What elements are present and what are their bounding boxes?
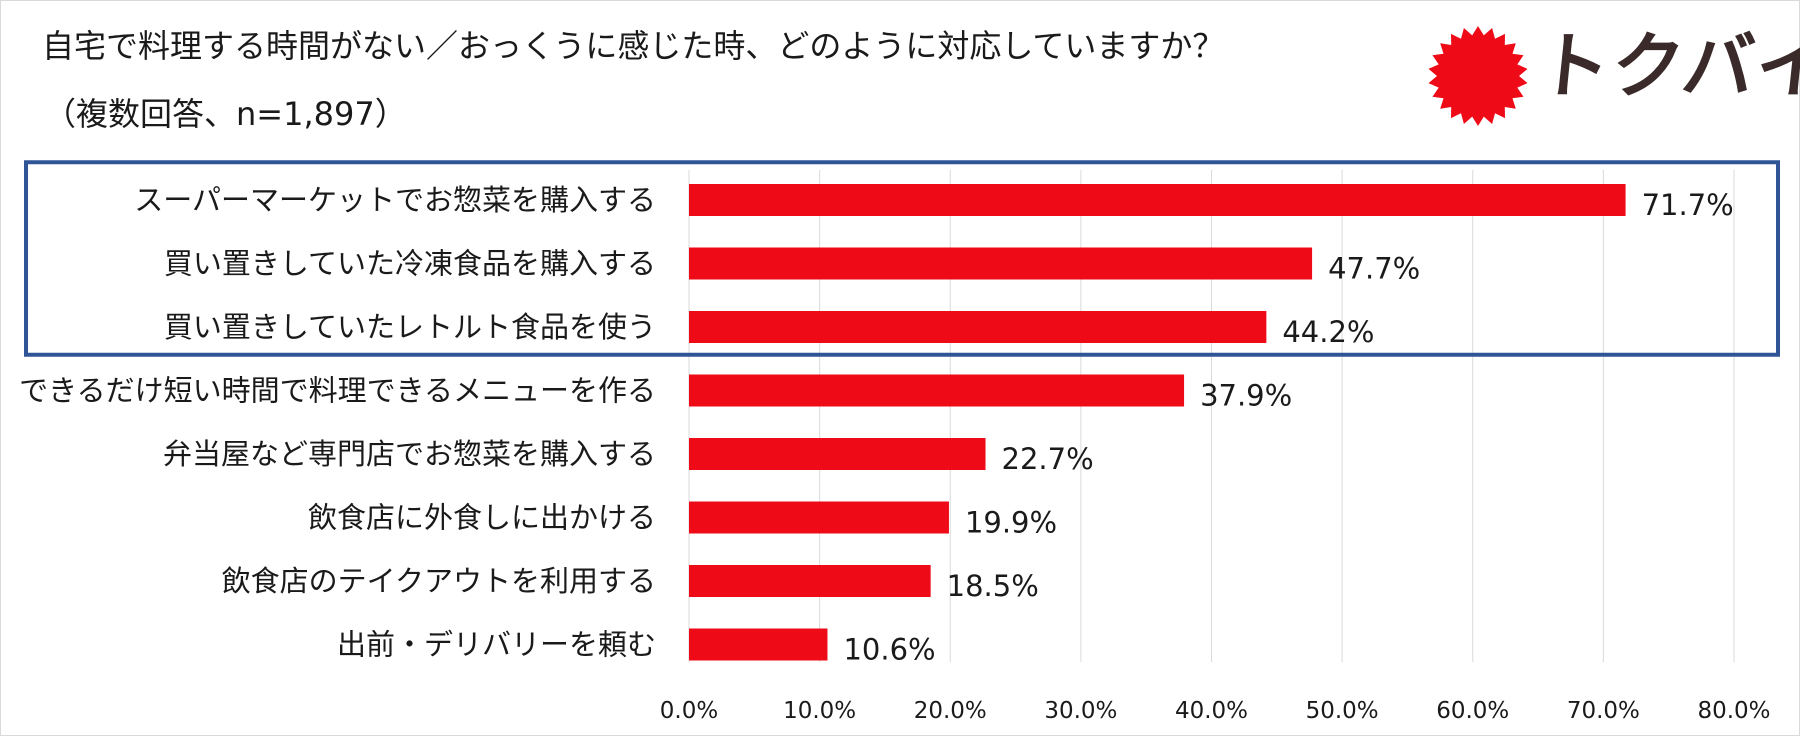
- x-tick-label: 50.0%: [1306, 698, 1379, 724]
- x-tick-label: 40.0%: [1175, 698, 1248, 724]
- chart-subtitle: （複数回答、n=1,897）: [44, 95, 407, 133]
- bar: [689, 628, 828, 661]
- value-label: 37.9%: [1200, 379, 1292, 413]
- x-tick-label: 20.0%: [914, 698, 987, 724]
- bar: [689, 247, 1313, 280]
- x-tick-label: 0.0%: [660, 698, 718, 724]
- bar: [689, 438, 986, 470]
- highlight-box: [24, 160, 1780, 357]
- category-label: 飲食店のテイクアウトを利用する: [222, 564, 656, 598]
- category-label: 買い置きしていた冷凍食品を購入する: [164, 247, 656, 281]
- value-label: 22.7%: [1002, 442, 1094, 476]
- value-label: 19.9%: [965, 506, 1057, 540]
- category-labels: スーパーマーケットでお惣菜を購入する買い置きしていた冷凍食品を購入する買い置きし…: [19, 183, 656, 662]
- x-tick-label: 30.0%: [1044, 698, 1117, 724]
- bar: [689, 374, 1185, 407]
- category-label: スーパーマーケットでお惣菜を購入する: [134, 183, 656, 217]
- x-axis-tick-labels: 0.0% 10.0% 20.0% 30.0% 40.0% 50.0% 60.0% 70.0% 8…: [660, 698, 1771, 724]
- x-tick-label: 80.0%: [1697, 698, 1770, 724]
- category-label: できるだけ短い時間で料理できるメニューを作る: [19, 374, 656, 408]
- bar: [689, 565, 931, 597]
- x-tick-label: 10.0%: [783, 698, 856, 724]
- bar: [689, 184, 1626, 216]
- bar: [689, 501, 949, 534]
- value-label: 44.2%: [1282, 315, 1374, 349]
- x-tick-label: 70.0%: [1567, 698, 1640, 724]
- red-sun-badge-icon: [1428, 26, 1528, 126]
- value-label: 10.6%: [843, 633, 935, 667]
- bar: [689, 311, 1267, 343]
- value-label: 71.7%: [1642, 188, 1734, 222]
- brand-logo: トクバイ: [1426, 24, 1800, 128]
- category-label: 弁当屋など専門店でお惣菜を購入する: [163, 437, 656, 471]
- chart-title: 自宅で料理する時間がない／おっくうに感じた時、どのように対応していますか？: [42, 27, 1225, 65]
- category-label: 飲食店に外食しに出かける: [308, 501, 656, 535]
- value-label: 18.5%: [947, 569, 1039, 603]
- value-label: 47.7%: [1328, 252, 1420, 286]
- category-label: 買い置きしていたレトルト食品を使う: [164, 310, 656, 344]
- x-tick-label: 60.0%: [1436, 698, 1509, 724]
- bars: [689, 184, 1626, 661]
- value-labels: 71.7% 47.7% 44.2% 37.9% 22.7% 19.9% 18.5% 10.6%: [843, 188, 1733, 667]
- category-label: 出前・デリバリーを頼む: [337, 628, 656, 662]
